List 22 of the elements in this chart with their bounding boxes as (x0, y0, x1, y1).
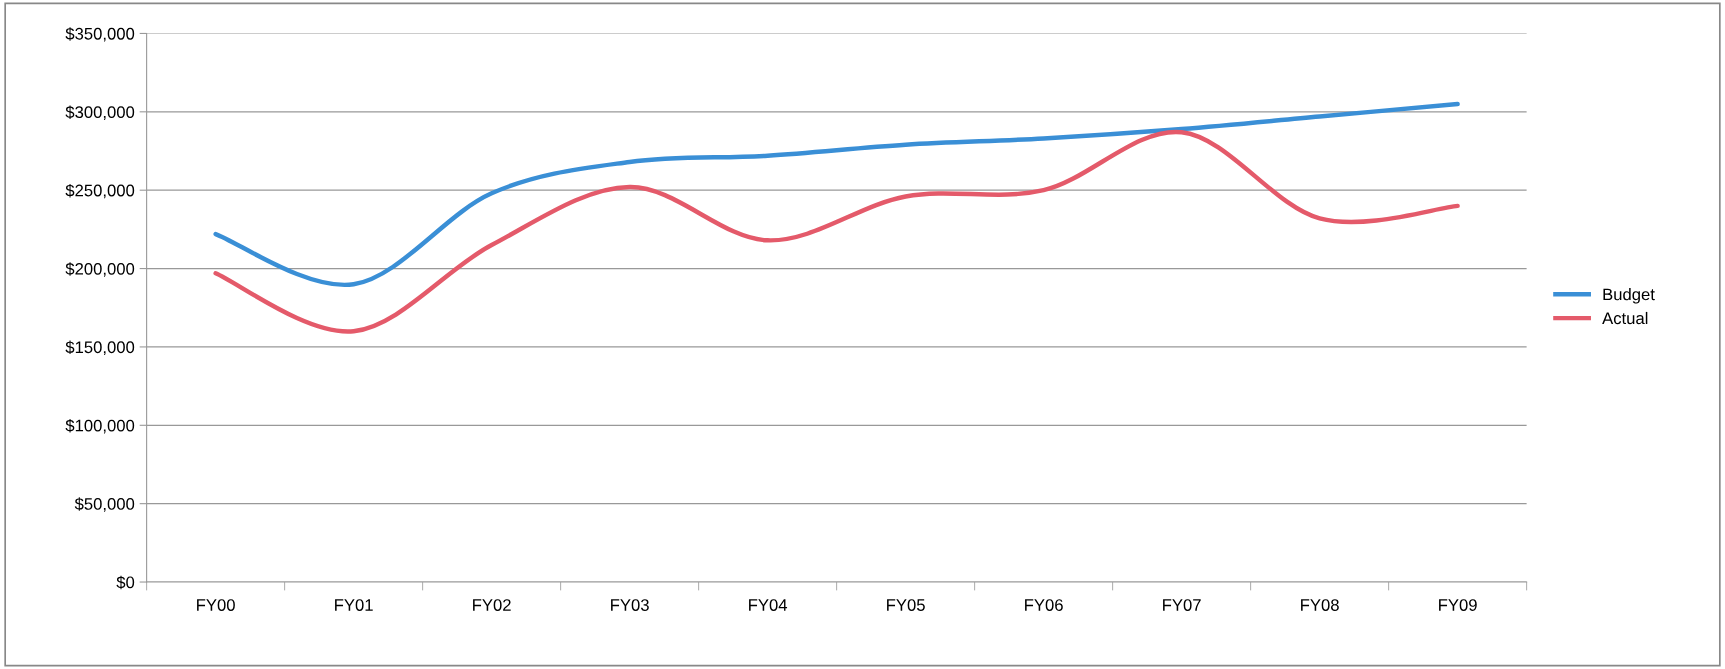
x-tick-label: FY00 (197, 599, 235, 611)
legend-label: Budget (1603, 288, 1655, 304)
y-tick-label: $250,000 (65, 183, 135, 199)
x-tick-label: FY02 (473, 599, 511, 611)
x-tick-label: FY03 (611, 599, 649, 611)
line-series (213, 101, 1460, 287)
y-tick-label: $100,000 (65, 418, 135, 434)
y-tick-label: $200,000 (65, 262, 135, 277)
x-tick-label: FY04 (749, 599, 788, 611)
x-tick-label: FY01 (335, 599, 373, 611)
x-tick-label: FY05 (887, 599, 925, 611)
legend-label: Actual (1602, 311, 1648, 325)
x-tick-label: FY09 (1439, 599, 1477, 611)
x-tick-label: FY06 (1025, 599, 1063, 611)
y-tick-label: $350,000 (65, 27, 135, 42)
x-tick-label: FY07 (1163, 599, 1201, 611)
y-tick-label: $300,000 (65, 105, 135, 120)
y-tick-label: $150,000 (65, 340, 135, 356)
line-series (213, 129, 1460, 334)
y-tick-label: $0 (116, 575, 135, 590)
x-tick-label: FY08 (1301, 599, 1339, 611)
y-tick-label: $50,000 (74, 497, 135, 512)
